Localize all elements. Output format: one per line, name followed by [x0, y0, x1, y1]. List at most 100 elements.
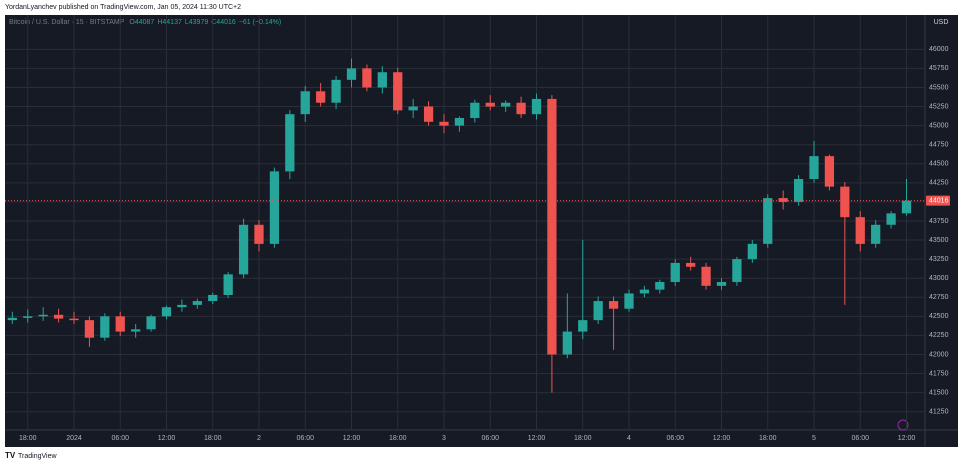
x-tick-label: 12:00 [713, 435, 731, 442]
candle-body [346, 68, 357, 80]
y-tick-label: 44750 [929, 142, 949, 149]
y-tick-label: 41250 [929, 409, 949, 416]
y-tick-label: 41500 [929, 389, 949, 396]
x-tick-label: 18:00 [19, 435, 37, 442]
x-tick-label: 4 [627, 435, 631, 442]
candle-body [393, 72, 403, 111]
ohlc-value: 44087 [135, 19, 155, 26]
candle-body [501, 102, 511, 107]
candle-body [670, 262, 680, 283]
ohlc-label: L [185, 19, 189, 26]
y-tick-label: 45500 [929, 84, 949, 91]
candle-body [208, 294, 218, 302]
candle-body [562, 331, 572, 355]
y-tick-label: 45250 [929, 103, 949, 110]
candle-body [223, 274, 233, 295]
price-axis [925, 15, 958, 447]
candle-body [115, 316, 125, 332]
candle-body [408, 106, 418, 111]
candle-body [763, 198, 773, 244]
candle-body [84, 320, 95, 338]
candle-body [254, 224, 264, 244]
currency-label: USD [934, 19, 949, 26]
x-tick-label: 18:00 [759, 435, 777, 442]
y-tick-label: 43750 [929, 218, 949, 225]
candle-body [547, 98, 557, 355]
y-tick-label: 44500 [929, 161, 949, 168]
candle-body [100, 316, 110, 338]
x-tick-label: 2 [257, 435, 261, 442]
replay-icon[interactable] [897, 419, 909, 431]
candle-body [716, 282, 727, 286]
candle-body [177, 304, 187, 308]
y-tick-label: 42500 [929, 313, 949, 320]
brand-name: TradingView [18, 453, 57, 460]
candle-body [593, 301, 603, 321]
candle-body [686, 262, 696, 267]
candle-body [701, 266, 711, 286]
candle-body [69, 318, 79, 321]
x-tick-label: 2024 [66, 435, 82, 442]
publish-info: YordanLyanchev published on TradingView.… [5, 4, 241, 11]
x-tick-label: 18:00 [389, 435, 407, 442]
candle-body [238, 224, 249, 275]
candle-body [285, 114, 295, 172]
x-tick-label: 06:00 [481, 435, 499, 442]
x-tick-label: 18:00 [574, 435, 592, 442]
y-tick-label: 44250 [929, 180, 949, 187]
brand: TV TradingView [5, 451, 57, 460]
candle-body [824, 156, 835, 187]
y-tick-label: 42250 [929, 332, 949, 339]
y-tick-label: 43000 [929, 275, 949, 282]
candle-body [377, 72, 387, 88]
candle-body [516, 102, 526, 115]
x-tick-label: 12:00 [898, 435, 916, 442]
x-tick-label: 18:00 [204, 435, 222, 442]
y-tick-label: 45000 [929, 122, 949, 129]
candle-body [531, 98, 542, 115]
x-tick-label: 3 [442, 435, 446, 442]
candle-body [331, 79, 341, 103]
candle-body [470, 102, 480, 118]
candle-body [454, 117, 465, 126]
y-tick-label: 45750 [929, 65, 949, 72]
ohlc-value: 43979 [189, 19, 209, 26]
candle-body [809, 156, 819, 180]
chart-background [5, 15, 925, 447]
candle-body [778, 198, 788, 202]
candle-body [131, 329, 141, 332]
candle-body [855, 217, 865, 244]
last-price-box [926, 195, 950, 206]
x-tick-label: 06:00 [111, 435, 129, 442]
x-tick-label: 06:00 [666, 435, 684, 442]
candle-body [578, 320, 588, 332]
candle-body [300, 91, 310, 115]
last-price-label: 44016 [929, 198, 949, 205]
candle-body [871, 224, 881, 244]
x-tick-label: 12:00 [528, 435, 546, 442]
candle-body [269, 171, 280, 244]
candle-body [608, 301, 619, 309]
y-tick-label: 46000 [929, 46, 949, 53]
candle-body [53, 314, 64, 319]
brand-logo: TV [5, 451, 16, 460]
candle-body [362, 68, 372, 88]
candle-body [439, 121, 449, 126]
candle-body [793, 179, 804, 202]
candle-body [840, 186, 850, 218]
candle-body [23, 316, 33, 318]
symbol: Bitcoin / U.S. Dollar · 15 · BITSTAMP [9, 19, 125, 26]
candle-body [732, 259, 742, 283]
candle-body [316, 91, 326, 103]
y-tick-label: 41750 [929, 370, 949, 377]
candle-body [624, 293, 634, 309]
candle-body [146, 316, 156, 330]
ohlc-value: 44137 [162, 19, 182, 26]
candle-body [886, 213, 896, 225]
x-tick-label: 5 [812, 435, 816, 442]
candle-body [38, 314, 48, 317]
x-tick-label: 12:00 [158, 435, 176, 442]
x-tick-label: 06:00 [296, 435, 314, 442]
candle-body [192, 301, 202, 305]
